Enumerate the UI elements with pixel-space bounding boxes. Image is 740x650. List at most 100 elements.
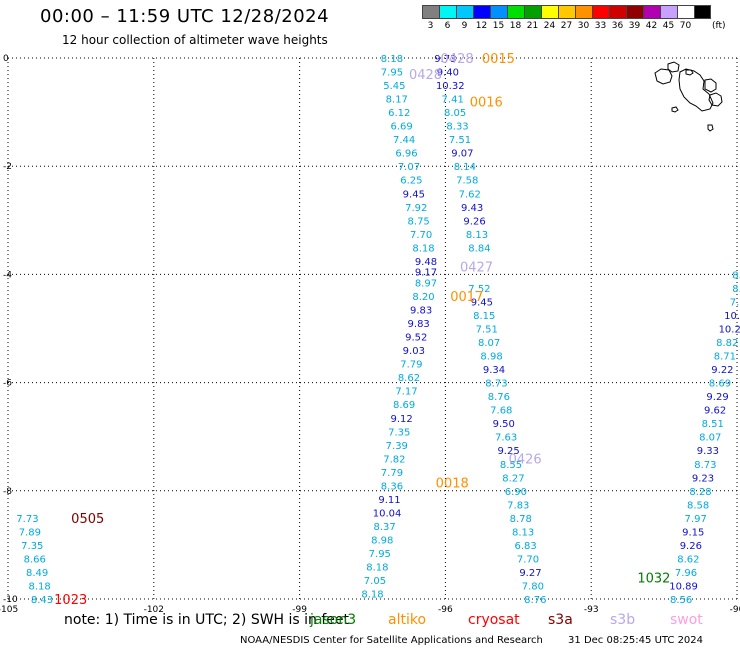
color-tick-label: 70 <box>679 21 692 31</box>
color-swatch <box>660 5 677 19</box>
color-swatch <box>592 5 609 19</box>
wave-height-value: 8.07 <box>699 433 721 444</box>
timestamp-text: 31 Dec 08:25:45 UTC 2024 <box>568 635 704 646</box>
wave-height-value: 8.69 <box>393 400 415 411</box>
wave-height-value: 9.27 <box>519 568 541 579</box>
pass-time-label: 0427 <box>460 260 493 275</box>
wave-height-value: 8.36 <box>381 481 403 492</box>
color-tick-label: 36 <box>611 21 624 31</box>
color-swatch <box>609 5 626 19</box>
legend-item-s3a: s3a <box>548 612 573 628</box>
wave-height-value: 9.07 <box>451 149 473 160</box>
wave-height-value: 10. <box>724 311 740 322</box>
wave-height-value: 7.89 <box>19 527 41 538</box>
pass-time-label: 0017 <box>450 290 483 305</box>
wave-height-value: 8.73 <box>694 460 716 471</box>
wave-height-value: 8.05 <box>444 108 466 119</box>
lat-tick-label: -2 <box>3 162 12 172</box>
wave-height-value: 9.83 <box>410 306 432 317</box>
wave-height-value: 9.50 <box>493 419 515 430</box>
wave-height-value: 9.33 <box>697 446 719 457</box>
color-swatch <box>439 5 456 19</box>
wave-height-value: 9.22 <box>711 365 733 376</box>
wave-height-value: 9.26 <box>463 216 485 227</box>
wave-height-value: 8.56 <box>670 595 692 606</box>
wave-height-value: 8.18 <box>412 243 434 254</box>
wave-height-value: 9.52 <box>405 333 427 344</box>
wave-height-value: 6.25 <box>400 176 422 187</box>
wave-height-value: 8.82 <box>716 338 738 349</box>
wave-height-value: 7.07 <box>398 162 420 173</box>
wave-height-value: 8.58 <box>687 500 709 511</box>
wave-height-value: 7. <box>730 297 740 308</box>
wave-height-value: 9.11 <box>378 495 400 506</box>
wave-height-value: 7.95 <box>369 549 391 560</box>
color-tick-label: 21 <box>526 21 539 31</box>
wave-height-value: 9.73 <box>434 54 456 65</box>
wave-height-value: 7.52 <box>468 284 490 295</box>
wave-height-value: 8.69 <box>709 379 731 390</box>
wave-height-value: 6.69 <box>391 122 413 133</box>
color-swatch <box>626 5 643 19</box>
wave-height-value: 8.76 <box>524 595 546 606</box>
wave-height-value: 8.18 <box>28 581 50 592</box>
wave-height-value: 9.45 <box>403 189 425 200</box>
wave-height-value: 9.45 <box>471 297 493 308</box>
wave-height-value: 8.49 <box>26 568 48 579</box>
wave-height-value: 7.70 <box>517 554 539 565</box>
wave-height-value: 7.63 <box>495 433 517 444</box>
wave-height-value: 8.71 <box>714 352 736 363</box>
wave-height-value: 7.83 <box>507 500 529 511</box>
color-swatch <box>694 5 711 19</box>
wave-height-value: 7.80 <box>522 581 544 592</box>
color-swatch <box>643 5 660 19</box>
island-outline <box>707 124 714 132</box>
color-swatch <box>473 5 490 19</box>
agency-text: NOAA/NESDIS Center for Satellite Applica… <box>240 635 543 646</box>
page-subtitle: 12 hour collection of altimeter wave hei… <box>62 33 328 47</box>
wave-height-value: 7.97 <box>685 514 707 525</box>
legend-item-s3b: s3b <box>610 612 636 628</box>
color-tick-label: 39 <box>628 21 641 31</box>
wave-height-value: 8.62 <box>677 554 699 565</box>
wave-height-value: 8.27 <box>502 473 524 484</box>
color-tick-label: 15 <box>492 21 505 31</box>
wave-height-value: 9.26 <box>680 541 702 552</box>
wave-height-value: 7.51 <box>476 325 498 336</box>
legend-item-jason3: jason3 <box>310 612 357 628</box>
lon-tick-label: -90 <box>730 605 740 615</box>
color-swatch <box>677 5 694 19</box>
page-title: 00:00 – 11:59 UTC 12/28/2024 <box>40 6 330 27</box>
wave-height-value: 9.43 <box>461 203 483 214</box>
wave-height-value: 9.48 <box>415 257 437 268</box>
wave-height-value: 8.13 <box>466 230 488 241</box>
wave-height-value: 9.40 <box>437 68 459 79</box>
island-outline <box>704 78 717 93</box>
pass-time-label: 1032 <box>637 571 670 586</box>
color-tick-label: 24 <box>543 21 556 31</box>
wave-height-value: 8.20 <box>412 292 434 303</box>
island-outline <box>671 106 679 113</box>
lon-tick-label: -102 <box>144 605 164 615</box>
wave-height-value: 8.15 <box>473 311 495 322</box>
wave-height-value: 7.17 <box>395 387 417 398</box>
color-tick-label: 6 <box>444 21 451 31</box>
color-swatch <box>575 5 592 19</box>
wave-height-value: 6.12 <box>388 108 410 119</box>
wave-height-value: 7.58 <box>456 176 478 187</box>
color-swatch <box>541 5 558 19</box>
wave-height-value: 8.62 <box>398 373 420 384</box>
wave-height-value: 8.43 <box>31 595 53 606</box>
color-tick-label: 12 <box>475 21 488 31</box>
galapagos-islands-shape <box>654 61 723 132</box>
lon-tick-label: -99 <box>292 605 307 615</box>
island-outline <box>667 61 680 73</box>
lat-tick-label: -6 <box>3 379 12 389</box>
wave-height-value: 7.96 <box>675 568 697 579</box>
wave-height-value: 9.83 <box>408 319 430 330</box>
color-swatch <box>507 5 524 19</box>
island-outline <box>678 68 714 112</box>
color-swatch <box>422 5 439 19</box>
wave-height-value: 7.92 <box>405 203 427 214</box>
